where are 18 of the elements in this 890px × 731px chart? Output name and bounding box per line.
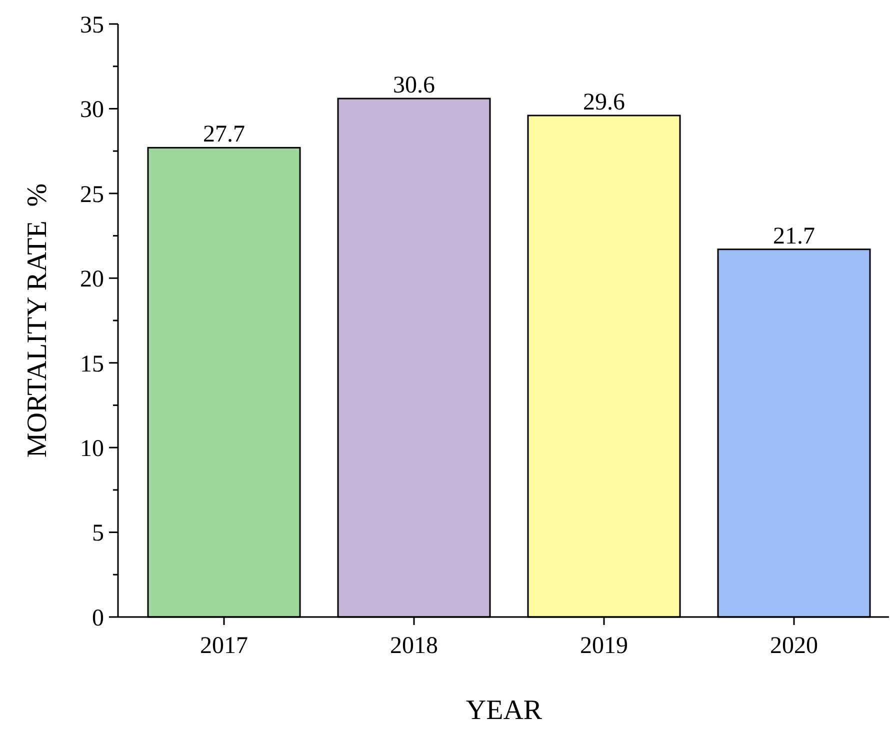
x-tick-label: 2020 [770, 633, 818, 659]
y-tick-label: 10 [80, 436, 104, 462]
y-tick-label: 30 [80, 97, 104, 124]
x-tick-label: 2018 [390, 633, 438, 659]
data-label: 27.7 [203, 122, 245, 148]
y-tick-label: 20 [80, 266, 104, 293]
data-label: 30.6 [393, 72, 435, 99]
y-tick-label: 25 [80, 182, 104, 208]
data-label: 29.6 [583, 89, 625, 116]
y-tick-label: 0 [92, 605, 104, 632]
y-tick-label: 15 [80, 351, 104, 378]
x-axis-title: YEAR [466, 695, 542, 726]
data-label: 21.7 [773, 223, 815, 250]
x-tick-label: 2019 [580, 633, 628, 659]
y-tick-label: 35 [80, 12, 104, 38]
y-axis-title: MORTALITY RATE % [22, 183, 53, 458]
x-tick-label: 2017 [200, 633, 248, 659]
y-tick-label: 5 [92, 520, 104, 547]
